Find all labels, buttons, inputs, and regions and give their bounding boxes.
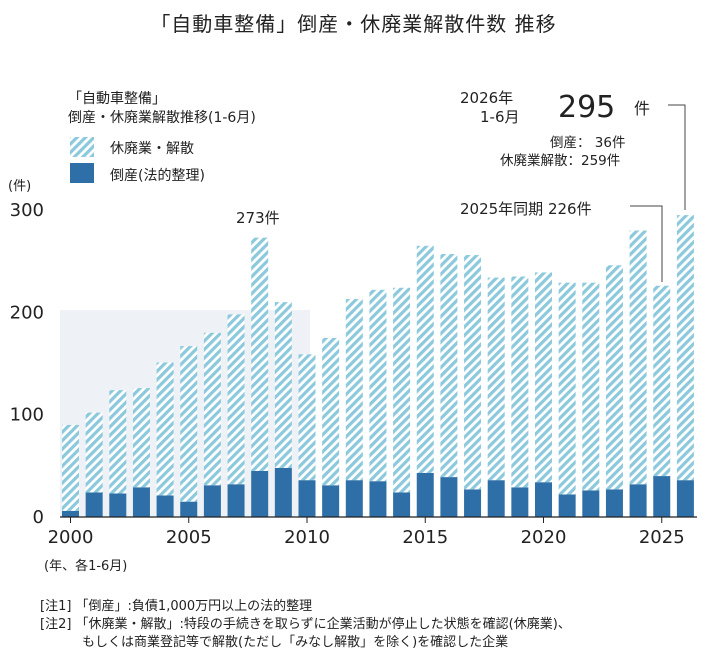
- bar-closure-2012: [345, 299, 363, 481]
- x-tick-label: 2015: [402, 527, 448, 548]
- latest-closure-count: 休廃業解散：259件: [500, 152, 620, 169]
- bar-bankruptcy-2016: [440, 477, 458, 517]
- prev-leader-line: [630, 205, 663, 282]
- bar-bankruptcy-2021: [558, 494, 576, 517]
- legend-label-bankruptcy: 倒産(法的整理): [110, 168, 205, 184]
- x-note-label: (年、各1-6月): [44, 558, 127, 574]
- bar-closure-2017: [464, 255, 482, 490]
- bar-closure-2025: [653, 285, 671, 477]
- bar-closure-2002: [109, 390, 127, 494]
- latest-leader-line: [668, 104, 686, 210]
- bar-closure-2011: [322, 337, 340, 486]
- bar-bankruptcy-2023: [605, 489, 623, 517]
- legend-title-line1: 「自動車整備」: [68, 90, 166, 107]
- bar-closure-2019: [511, 276, 529, 488]
- y-tick-label: 200: [10, 302, 44, 323]
- latest-year-label: 2026年: [460, 89, 513, 107]
- bar-bankruptcy-2026: [676, 480, 694, 517]
- bar-bankruptcy-2019: [511, 487, 529, 517]
- bar-bankruptcy-2001: [85, 492, 103, 517]
- bar-closure-2009: [274, 302, 292, 468]
- bar-bankruptcy-2004: [156, 495, 174, 517]
- bar-closure-2005: [180, 346, 198, 502]
- x-tick-label: 2020: [521, 527, 567, 548]
- note-2-continued: もしくは商業登記等で解散(ただし「みなし解散」を除く)を確認した企業: [82, 635, 509, 650]
- x-tick-label: 2000: [48, 527, 94, 548]
- legend-swatch-closure: [70, 137, 94, 157]
- legend-title-line2: 倒産・休廃業解散推移(1-6月): [68, 109, 256, 126]
- x-tick-label: 2025: [639, 527, 685, 548]
- bar-closure-2000: [62, 424, 79, 511]
- bar-bankruptcy-2025: [653, 476, 671, 517]
- bar-bankruptcy-2008: [251, 470, 269, 517]
- note-1: [注1] 「倒産」:負債1,000万円以上の法的整理: [40, 599, 313, 614]
- y-tick-label: 0: [33, 507, 44, 528]
- bar-bankruptcy-2003: [132, 487, 150, 517]
- y-tick-label: 100: [10, 405, 44, 426]
- bar-bankruptcy-2010: [298, 480, 316, 517]
- bar-closure-2010: [298, 354, 316, 481]
- latest-total-value: 295: [558, 90, 615, 125]
- bar-bankruptcy-2002: [109, 493, 127, 517]
- x-tick-label: 2005: [166, 527, 212, 548]
- bar-closure-2016: [440, 254, 458, 478]
- bar-bankruptcy-2017: [464, 489, 482, 517]
- bar-closure-2026: [676, 215, 694, 481]
- bar-closure-2015: [416, 245, 434, 473]
- x-tick-label: 2010: [284, 527, 330, 548]
- bar-bankruptcy-2024: [629, 484, 647, 517]
- bar-closure-2007: [227, 314, 245, 485]
- bar-bankruptcy-2009: [274, 467, 292, 517]
- bar-bankruptcy-2006: [203, 485, 221, 517]
- bar-closure-2003: [132, 388, 150, 488]
- y-tick-label: 300: [10, 200, 44, 221]
- bar-closure-2013: [369, 289, 387, 482]
- bar-bankruptcy-2011: [322, 485, 340, 517]
- bar-bankruptcy-2022: [582, 490, 600, 517]
- bar-bankruptcy-2018: [487, 480, 505, 517]
- bar-closure-2023: [605, 265, 623, 490]
- bar-closure-2001: [85, 412, 103, 493]
- y-unit-label: (件): [8, 179, 31, 194]
- bar-closure-2014: [393, 287, 411, 493]
- bar-bankruptcy-2007: [227, 484, 245, 517]
- peak-label: 273件: [236, 209, 280, 227]
- chart-title: 「自動車整備」倒産・休廃業解散件数 推移: [150, 12, 557, 36]
- bar-closure-2006: [203, 332, 221, 486]
- legend-label-closure: 休廃業・解散: [110, 140, 194, 157]
- bar-closure-2020: [535, 272, 552, 483]
- prev-year-label: 2025年同期 226件: [460, 200, 592, 218]
- bar-bankruptcy-2015: [416, 472, 434, 517]
- bar-bankruptcy-2005: [180, 501, 198, 517]
- bar-closure-2018: [487, 277, 505, 481]
- latest-total-unit: 件: [634, 99, 650, 118]
- bar-bankruptcy-2012: [345, 480, 363, 517]
- bar-bankruptcy-2000: [62, 510, 79, 517]
- bar-bankruptcy-2013: [369, 481, 387, 517]
- note-2: [注2] 「休廃業・解散」:特段の手続きを取らずに企業活動が停止した状態を確認(…: [40, 617, 571, 632]
- bar-closure-2024: [629, 230, 647, 485]
- latest-bankruptcy-count: 倒産： 36件: [550, 135, 625, 151]
- legend-swatch-bankruptcy: [70, 163, 94, 183]
- bar-closure-2008: [251, 237, 269, 471]
- latest-period-label: 1-6月: [480, 108, 520, 126]
- bar-bankruptcy-2014: [393, 492, 411, 517]
- bar-closure-2004: [156, 362, 174, 496]
- bar-closure-2021: [558, 282, 576, 495]
- bar-closure-2022: [582, 282, 600, 491]
- bar-bankruptcy-2020: [535, 482, 552, 517]
